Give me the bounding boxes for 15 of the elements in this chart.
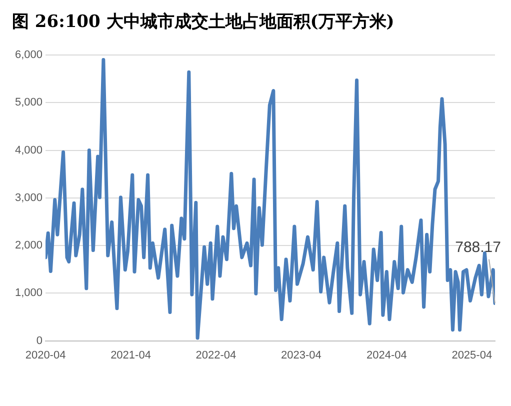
x-tick-label: 2024-04 — [366, 349, 407, 362]
data-label: 788.17 — [455, 238, 501, 256]
y-tick-label: 5,000 — [14, 96, 43, 109]
y-tick-label: 4,000 — [14, 144, 43, 156]
y-tick-label: 1,000 — [14, 287, 43, 300]
y-tick-label: 3,000 — [14, 192, 43, 204]
x-tick-label: 2021-04 — [110, 349, 151, 362]
chart-title: 图 26:100 大中城市成交土地占地面积(万平方米) — [11, 11, 396, 34]
y-tick-label: 6,000 — [14, 49, 43, 62]
y-tick-label: 2,000 — [14, 240, 43, 252]
x-tick-label: 2025-04 — [452, 349, 492, 362]
x-tick-label: 2022-04 — [196, 349, 236, 362]
x-tick-label: 2020-04 — [25, 349, 66, 362]
x-tick-label: 2023-04 — [281, 349, 322, 362]
y-tick-label: 0 — [36, 334, 43, 347]
